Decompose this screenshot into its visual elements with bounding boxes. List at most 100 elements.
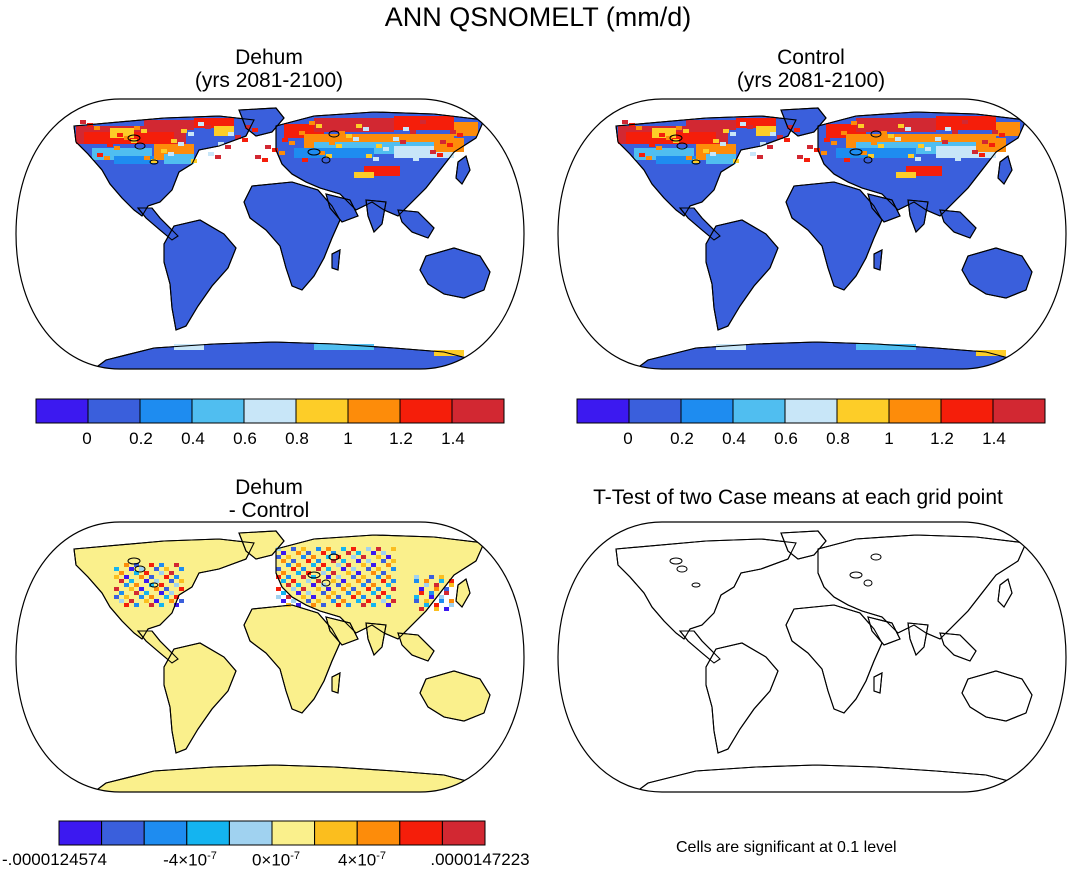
- snowmelt-cell: [979, 153, 985, 157]
- snowmelt-cell: [906, 166, 942, 176]
- snowmelt-cell: [353, 137, 359, 141]
- snowmelt-cell: [279, 151, 285, 155]
- difference-cell: [174, 603, 179, 607]
- difference-cell: [391, 599, 396, 603]
- difference-cell: [321, 551, 326, 555]
- colorbar-swatch: [992, 398, 1046, 424]
- difference-cell: [386, 563, 391, 567]
- difference-cell: [129, 587, 134, 591]
- difference-cell: [301, 587, 306, 591]
- snowmelt-cell: [363, 127, 369, 131]
- difference-cell: [164, 575, 169, 579]
- snowmelt-cell: [814, 148, 820, 152]
- snowmelt-cell: [346, 134, 352, 138]
- snowmelt-cell: [124, 136, 130, 140]
- snowmelt-cell: [841, 131, 847, 135]
- map-content: [73, 107, 491, 369]
- colorbar-swatch: [836, 398, 890, 424]
- snowmelt-cell: [736, 118, 776, 128]
- snowmelt-cell: [161, 149, 167, 153]
- snowmelt-cell: [881, 131, 887, 135]
- difference-cell: [366, 547, 371, 551]
- snowmelt-cell: [952, 130, 958, 134]
- difference-cell: [306, 579, 311, 583]
- difference-cell: [144, 599, 149, 603]
- snowmelt-cell: [171, 139, 177, 143]
- difference-cell: [449, 579, 454, 583]
- snowmelt-cell: [649, 143, 655, 147]
- difference-cell: [174, 575, 179, 579]
- snowmelt-cell: [178, 142, 184, 146]
- difference-cell: [114, 567, 119, 571]
- snowmelt-cell: [314, 118, 394, 132]
- lake-outline: [669, 134, 683, 142]
- difference-cell: [331, 599, 336, 603]
- difference-cell: [119, 599, 124, 603]
- snowmelt-cell: [716, 344, 746, 350]
- lake-outline: [321, 156, 331, 164]
- snowmelt-cell: [454, 122, 478, 136]
- difference-cell: [286, 575, 291, 579]
- difference-cell: [371, 571, 376, 575]
- difference-cell: [286, 595, 291, 599]
- difference-cell: [144, 579, 149, 583]
- difference-cell: [149, 603, 154, 607]
- snowmelt-cell: [935, 137, 941, 141]
- difference-cell: [381, 559, 386, 563]
- colorbar-swatch: [888, 398, 942, 424]
- difference-cell: [169, 591, 174, 595]
- difference-cell: [296, 583, 301, 587]
- panel-title-dehum-line2: (yrs 2081-2100): [194, 69, 344, 92]
- snowmelt-cell: [437, 153, 443, 157]
- difference-cell: [381, 591, 386, 595]
- difference-cell: [139, 587, 144, 591]
- coastline-northAmerica: [615, 538, 797, 640]
- difference-cell: [291, 579, 296, 583]
- difference-cell: [179, 567, 184, 571]
- snowmelt-cell: [686, 156, 692, 160]
- difference-cell: [331, 591, 336, 595]
- snowmelt-cell: [740, 122, 746, 126]
- difference-cell: [424, 603, 429, 607]
- lake-outline: [669, 557, 683, 565]
- snowmelt-cell: [770, 132, 776, 136]
- difference-cell: [174, 583, 179, 587]
- cbar-diff-tick-max: .0000147223: [430, 850, 530, 869]
- colorbar-swatch: [576, 398, 630, 424]
- coastline-layer: [615, 530, 1033, 792]
- snowmelt-cell: [265, 145, 271, 149]
- coastline-australia: [419, 670, 491, 722]
- difference-cell: [306, 571, 311, 575]
- snowmelt-cell: [302, 158, 308, 162]
- cbar-dehum-tick: 1.2: [389, 429, 413, 448]
- difference-cell: [291, 587, 296, 591]
- land-layer: [615, 530, 1033, 792]
- coastline-seAsia: [939, 209, 977, 239]
- panel-title-dehum: Dehum (yrs 2081-2100): [119, 46, 419, 92]
- difference-cell: [346, 583, 351, 587]
- difference-cell: [124, 575, 129, 579]
- lake-outline: [127, 134, 141, 142]
- snowmelt-cell: [174, 344, 204, 350]
- colorbar-swatch: [732, 398, 786, 424]
- difference-cell: [336, 575, 341, 579]
- coastline-australia: [961, 247, 1033, 299]
- snowmelt-cell: [821, 151, 827, 155]
- difference-cell: [366, 587, 371, 591]
- difference-cell: [139, 575, 144, 579]
- coastline-madagascar: [873, 249, 883, 271]
- coastline-india: [907, 622, 929, 656]
- difference-cell: [434, 607, 439, 611]
- difference-cell: [391, 587, 396, 591]
- map-diff: [15, 521, 525, 793]
- difference-cell: [124, 603, 129, 607]
- difference-cell: [376, 575, 381, 579]
- snowmelt-cell: [706, 154, 736, 164]
- snowmelt-cell: [282, 138, 288, 142]
- difference-cell: [356, 559, 361, 563]
- difference-cell: [414, 599, 419, 603]
- lake-outline: [863, 156, 873, 164]
- snowmelt-cell: [888, 134, 894, 138]
- cbar-dehum-tick: 0.4: [181, 429, 205, 448]
- lake-outline: [307, 571, 321, 579]
